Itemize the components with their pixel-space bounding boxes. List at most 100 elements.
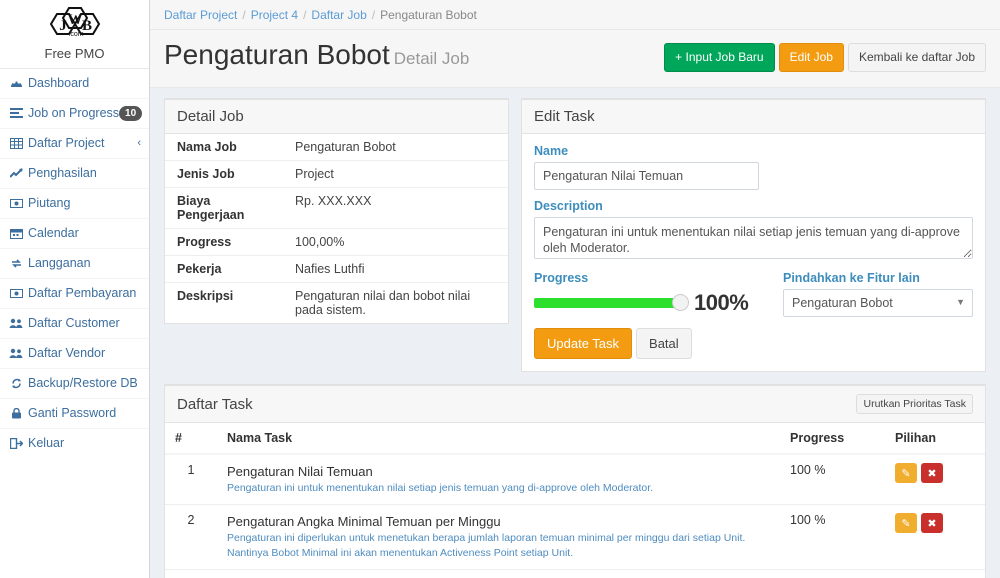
table-row: Progress 100,00%	[165, 228, 508, 256]
move-select[interactable]: Pengaturan Bobot	[783, 289, 973, 317]
task-desc: Pengaturan ini diperlukan untuk menetuka…	[227, 532, 746, 559]
jwb-logo-icon: J W B .com	[49, 7, 100, 38]
cancel-button[interactable]: Batal	[636, 328, 692, 359]
sidebar-item-label: Piutang	[28, 196, 71, 210]
delete-icon[interactable]: ✖	[921, 463, 943, 483]
sidebar-item-label: Langganan	[28, 256, 91, 270]
sidebar-item-dashboard[interactable]: Dashboard	[0, 68, 149, 98]
detail-key: Nama Job	[177, 140, 237, 154]
breadcrumb-item-2[interactable]: Daftar Job	[311, 8, 367, 22]
name-field-group: Name	[534, 144, 973, 190]
detail-job-table: Nama Job Pengaturan Bobot Jenis Job Projec…	[165, 134, 508, 323]
sidebar-item-label: Backup/Restore DB	[28, 376, 138, 390]
breadcrumb-item-0[interactable]: Daftar Project	[164, 8, 238, 22]
sidebar-item-daftar-pembayaran[interactable]: Daftar Pembayaran	[0, 278, 149, 308]
detail-key: Biaya Pengerjaan	[165, 187, 283, 229]
slider-handle[interactable]	[672, 294, 689, 311]
edit-task-header: Edit Task	[522, 100, 985, 134]
sidebar-item-backup-restore-db[interactable]: Backup/Restore DB	[0, 368, 149, 398]
sidebar-item-daftar-customer[interactable]: Daftar Customer	[0, 308, 149, 338]
task-list-title: Daftar Task	[177, 395, 253, 413]
task-name: Pengaturan Nilai Temuan	[227, 464, 373, 479]
detail-value: Rp. XXX.XXX	[283, 187, 508, 229]
column-header-num: #	[165, 423, 217, 455]
progress-slider[interactable]	[534, 294, 689, 311]
sidebar-item-keluar[interactable]: Keluar	[0, 428, 149, 458]
input-job-baru-button[interactable]: + Input Job Baru	[664, 43, 775, 72]
progress-and-move-row: Progress 100% Pindahkan ke Fitur lain	[534, 271, 973, 317]
table-row: Biaya Pengerjaan Rp. XXX.XXX	[165, 187, 508, 229]
sidebar-item-daftar-project[interactable]: Daftar Project ‹	[0, 128, 149, 158]
breadcrumb-separator: /	[371, 8, 376, 22]
sidebar-item-langganan[interactable]: Langganan	[0, 248, 149, 278]
sidebar-item-label: Daftar Project	[28, 136, 105, 150]
task-actions: ✎ ✖	[885, 453, 985, 505]
main-content: Daftar Project / Project 4 / Daftar Job / Peng…	[150, 0, 1000, 578]
page-title: Pengaturan Bobot Detail Job	[164, 39, 469, 75]
back-to-job-list-button[interactable]: Kembali ke daftar Job	[847, 43, 986, 72]
task-num: 1	[165, 453, 217, 505]
table-row: 3 Pengaturan Bobot Activeness Point vs E…	[165, 569, 985, 578]
money-icon	[8, 198, 24, 209]
progress-percent: 100%	[694, 290, 749, 315]
sidebar-item-ganti-password[interactable]: Ganti Password	[0, 398, 149, 428]
task-name-cell: Pengaturan Bobot Activeness Point vs Eff…	[217, 569, 780, 578]
task-num: 2	[165, 504, 217, 570]
task-progress: 100 %	[780, 504, 885, 570]
logo-sub: .com	[68, 31, 83, 38]
logout-icon	[8, 438, 24, 449]
move-select-wrap: Pengaturan Bobot ▼	[783, 289, 973, 317]
plus-icon: +	[675, 50, 683, 64]
sidebar-item-penghasilan[interactable]: Penghasilan	[0, 158, 149, 188]
task-table-header-row: # Nama Task Progress Pilihan	[165, 423, 985, 455]
edit-icon[interactable]: ✎	[895, 463, 917, 483]
logo-letter-j: J	[59, 18, 67, 34]
description-textarea[interactable]: Pengaturan ini untuk menentukan nilai se…	[534, 217, 973, 259]
detail-key: Deskripsi	[165, 282, 283, 323]
detail-value: Pengaturan nilai dan bobot nilai pada si…	[283, 282, 508, 323]
edit-icon[interactable]: ✎	[895, 513, 917, 533]
progress-slider-line: 100%	[534, 290, 769, 316]
delete-icon[interactable]: ✖	[921, 513, 943, 533]
sort-priority-task-button-top[interactable]: Urutkan Prioritas Task	[856, 394, 973, 414]
task-progress: 100 %	[780, 453, 885, 505]
task-actions: ✎ ✖	[885, 569, 985, 578]
table-icon	[8, 138, 24, 149]
task-name-cell: Pengaturan Nilai Temuan Pengaturan ini u…	[217, 453, 780, 505]
sidebar-item-daftar-vendor[interactable]: Daftar Vendor	[0, 338, 149, 368]
edit-job-button[interactable]: Edit Job	[778, 43, 844, 72]
table-row: 1 Pengaturan Nilai Temuan Pengaturan ini…	[165, 453, 985, 505]
sidebar-item-job-on-progress[interactable]: Job on Progress 10	[0, 98, 149, 128]
table-row: Pekerja Nafies Luthfi	[165, 255, 508, 283]
move-label: Pindahkan ke Fitur lain	[783, 271, 920, 285]
sidebar-item-label: Dashboard	[28, 76, 90, 90]
task-name: Pengaturan Angka Minimal Temuan per Ming…	[227, 514, 501, 529]
task-actions: ✎ ✖	[885, 504, 985, 570]
task-progress: 100 %	[780, 569, 885, 578]
breadcrumb-item-1[interactable]: Project 4	[250, 8, 299, 22]
description-label: Description	[534, 199, 603, 213]
breadcrumb-current: Pengaturan Bobot	[380, 8, 477, 22]
task-name-cell: Pengaturan Angka Minimal Temuan per Ming…	[217, 504, 780, 570]
update-task-button[interactable]: Update Task	[534, 328, 633, 359]
table-row: Nama Job Pengaturan Bobot	[165, 134, 508, 161]
brand[interactable]: J W B .com Free PMO	[0, 0, 149, 68]
detail-value: Pengaturan Bobot	[295, 140, 396, 154]
name-input[interactable]	[534, 162, 759, 190]
sidebar-nav: Dashboard Job on Progress 10 Daftar Proje…	[0, 68, 149, 458]
table-row: Deskripsi Pengaturan nilai dan bobot nila…	[165, 282, 508, 323]
sidebar-item-calendar[interactable]: Calendar	[0, 218, 149, 248]
sync-icon	[8, 378, 24, 389]
description-field-group: Description Pengaturan ini untuk menentu…	[534, 199, 973, 262]
breadcrumb-separator: /	[303, 8, 307, 22]
sidebar-item-piutang[interactable]: Piutang	[0, 188, 149, 218]
detail-value: 100,00%	[283, 228, 508, 256]
edit-task-column: Edit Task Name Description Pengaturan in…	[521, 98, 986, 384]
badge-count: 10	[119, 106, 143, 121]
detail-value: Nafies Luthfi	[283, 255, 508, 283]
detail-job-panel: Detail Job Nama Job Pengaturan Bobot Jeni…	[164, 98, 509, 324]
column-header-name: Nama Task	[217, 423, 780, 455]
top-row: Detail Job Nama Job Pengaturan Bobot Jeni…	[164, 98, 986, 384]
sidebar-item-label: Daftar Vendor	[28, 346, 106, 360]
